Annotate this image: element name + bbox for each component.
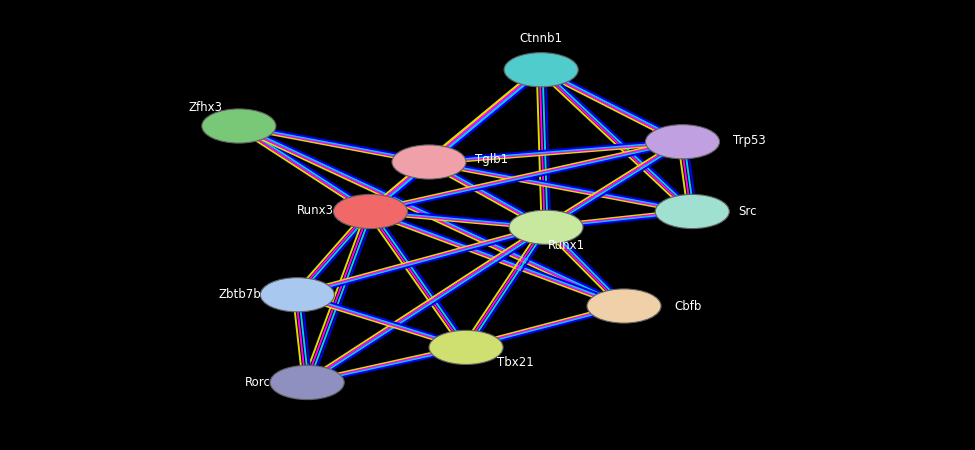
Text: Runx1: Runx1 [548,239,585,252]
Circle shape [429,330,503,365]
Circle shape [260,278,334,312]
Text: Ctnnb1: Ctnnb1 [520,32,563,45]
Text: Trp53: Trp53 [733,134,766,147]
Text: Zbtb7b: Zbtb7b [218,288,261,301]
Circle shape [645,125,720,159]
Circle shape [655,194,729,229]
Text: Tbx21: Tbx21 [497,356,534,369]
Text: Rorc: Rorc [245,376,271,389]
Text: Cbfb: Cbfb [675,300,702,312]
Circle shape [270,365,344,400]
Text: Src: Src [738,205,757,218]
Text: Runx3: Runx3 [296,204,333,217]
Circle shape [504,53,578,87]
Text: Zfhx3: Zfhx3 [188,101,222,113]
Circle shape [333,194,408,229]
Circle shape [202,109,276,143]
Circle shape [509,210,583,244]
Text: Tglb1: Tglb1 [475,153,508,166]
Circle shape [587,289,661,323]
Circle shape [392,145,466,179]
